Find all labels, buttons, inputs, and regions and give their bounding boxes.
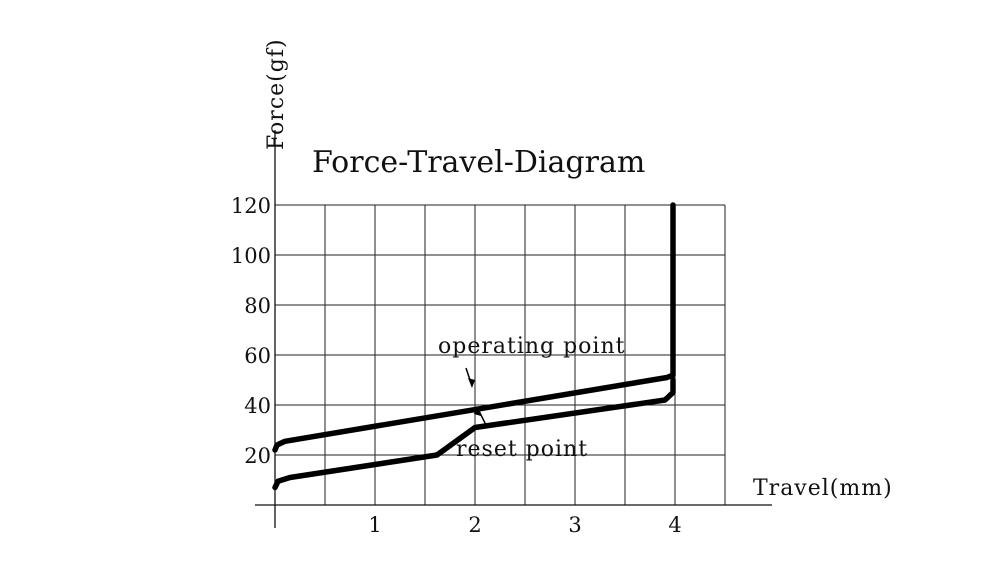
annotation-operating-point: operating point — [438, 334, 625, 359]
x-tick-label: 4 — [668, 513, 681, 537]
y-tick-labels: 20 40 60 80 100 120 — [231, 194, 271, 468]
x-axis-label: Travel(mm) — [753, 476, 893, 501]
y-tick-label: 100 — [231, 244, 271, 268]
x-tick-label: 3 — [568, 513, 581, 537]
grid — [275, 204, 726, 505]
operating-point-arrowhead — [468, 378, 475, 388]
y-tick-label: 20 — [244, 444, 271, 468]
y-tick-label: 60 — [244, 344, 271, 368]
chart-title: Force-Travel-Diagram — [312, 145, 645, 180]
series-line-lower — [272, 377, 676, 491]
y-tick-label: 120 — [231, 194, 271, 218]
x-tick-label: 1 — [368, 513, 381, 537]
y-tick-label: 80 — [244, 294, 271, 318]
y-tick-label: 40 — [244, 394, 271, 418]
x-tick-label: 2 — [468, 513, 481, 537]
y-axis-label: Force(gf) — [264, 38, 289, 150]
x-tick-labels: 1 2 3 4 — [368, 513, 681, 537]
reset-point-arrow — [477, 408, 487, 426]
reset-point-arrowhead — [474, 406, 481, 416]
annotation-reset-point: reset point — [456, 437, 588, 462]
series-line-upper — [272, 202, 676, 453]
